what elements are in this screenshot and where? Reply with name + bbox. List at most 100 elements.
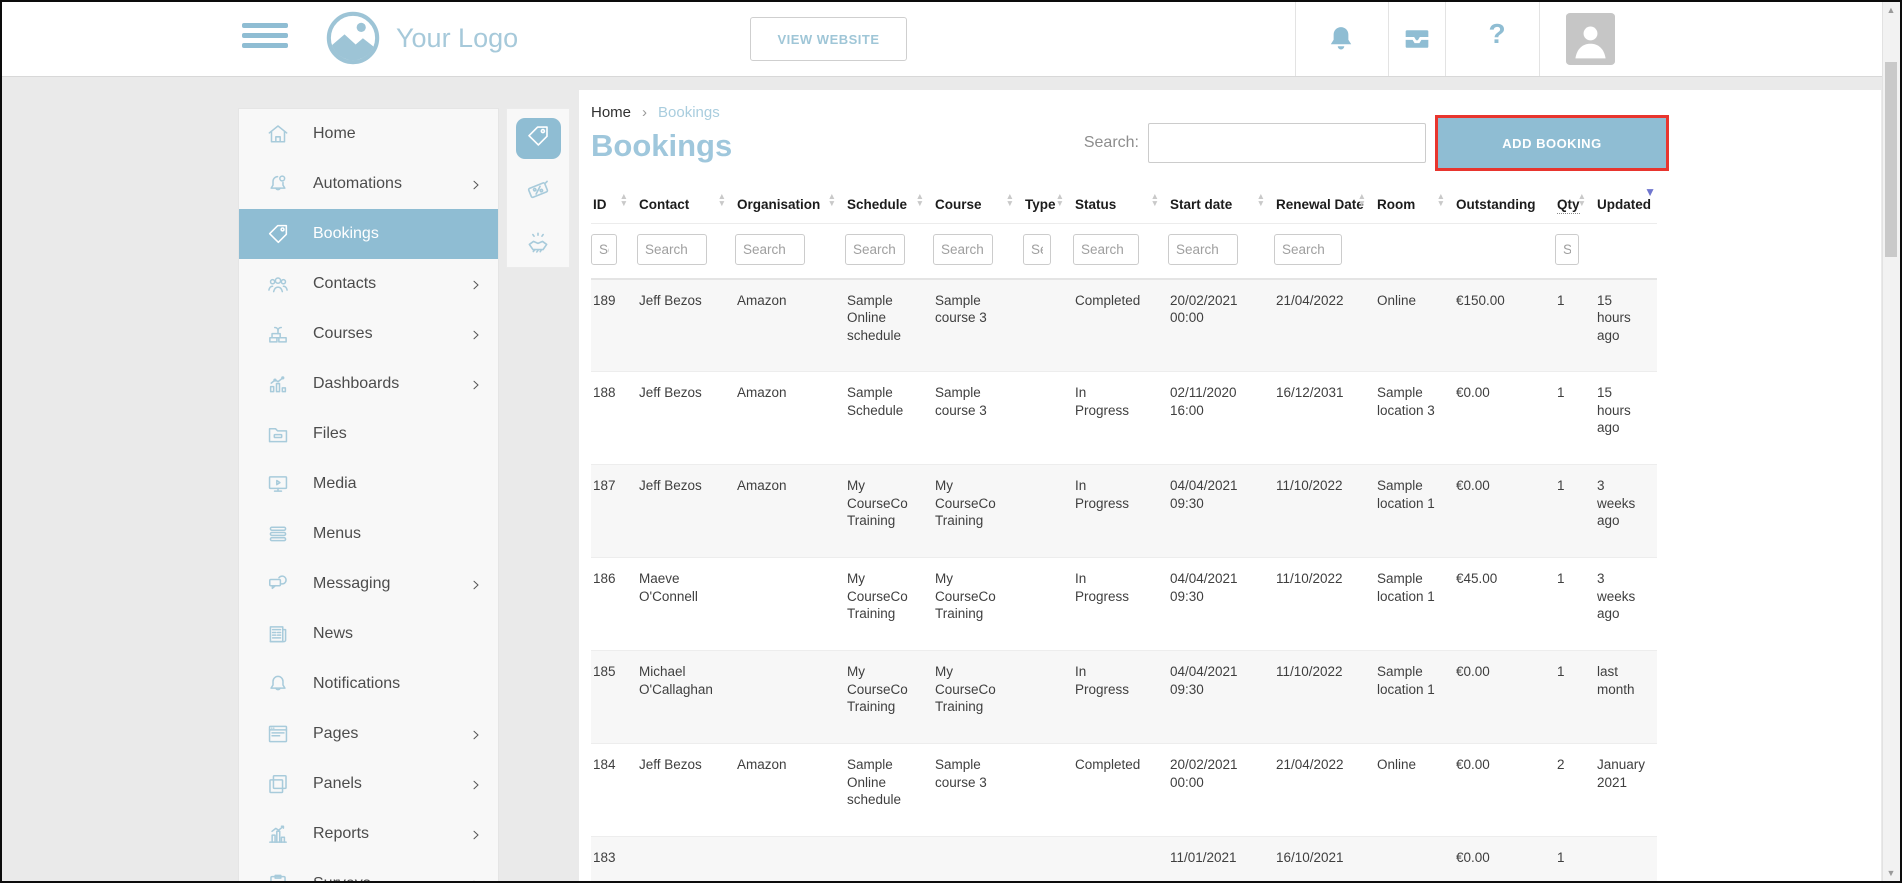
bell-icon <box>265 671 291 697</box>
search-input[interactable] <box>1148 123 1426 163</box>
hamburger-menu-icon[interactable] <box>242 23 288 53</box>
column-header-outstanding[interactable]: Outstanding <box>1454 193 1555 224</box>
column-header-start_date[interactable]: Start date ▲ ▼ <box>1168 192 1274 224</box>
filter-cell-outstanding <box>1454 223 1555 280</box>
notifications-bell-icon[interactable] <box>1324 22 1358 56</box>
cell-type <box>1023 465 1073 558</box>
scroll-up-icon[interactable]: ▲ <box>1886 5 1896 15</box>
mini-sidebar-item-partners[interactable] <box>516 226 561 267</box>
column-header-room[interactable]: Room ▲ ▼ <box>1375 192 1454 224</box>
cell-outstanding: €150.00 <box>1456 292 1505 308</box>
cell-outstanding: €0.00 <box>1456 757 1490 773</box>
filter-input-id[interactable] <box>591 233 617 265</box>
column-header-renewal_date[interactable]: Renewal Date ▲ ▼ <box>1274 192 1375 224</box>
table-header-row: ID ▲ ▼ Contact ▲ ▼ Organisation ▲ ▼ Schedule ▲ ▼ Cou… <box>591 186 1657 224</box>
mini-sidebar <box>506 108 570 268</box>
page-scrollbar[interactable]: ▲ ▼ <box>1882 2 1900 881</box>
view-website-button[interactable]: VIEW WEBSITE <box>750 17 907 61</box>
cell-room: Sample location 3 <box>1377 385 1435 418</box>
sidebar-item-news[interactable]: News <box>239 609 498 659</box>
column-header-schedule[interactable]: Schedule ▲ ▼ <box>845 192 933 224</box>
filter-input-contact[interactable] <box>637 233 707 265</box>
table-filter-row <box>591 223 1657 280</box>
table-row[interactable]: 183 11/01/2021 16/10/2021 €0.00 1 <box>591 836 1657 881</box>
sidebar-item-panels[interactable]: Panels <box>239 759 498 809</box>
sidebar-item-label: Messaging <box>313 575 391 592</box>
breadcrumb-bookings[interactable]: Bookings <box>658 104 720 121</box>
sidebar-item-contacts[interactable]: Contacts <box>239 259 498 309</box>
sidebar-item-reports[interactable]: Reports <box>239 809 498 859</box>
sidebar-item-pages[interactable]: Pages <box>239 709 498 759</box>
filter-input-qty[interactable] <box>1555 233 1579 265</box>
logo-text: Your Logo <box>396 22 519 53</box>
help-icon[interactable]: ? <box>1488 18 1506 49</box>
cell-contact: Michael O'Callaghan <box>639 664 713 697</box>
column-label: Renewal Date <box>1276 197 1364 212</box>
cell-schedule: My CourseCo Training <box>847 571 908 622</box>
table-row[interactable]: 188 Jeff Bezos Amazon Sample Schedule Sample… <box>591 372 1657 465</box>
sidebar-item-bookings[interactable]: Bookings <box>239 209 498 259</box>
filter-input-schedule[interactable] <box>845 233 905 265</box>
filter-input-type[interactable] <box>1023 233 1051 265</box>
sidebar-item-label: Bookings <box>313 225 379 242</box>
column-header-qty[interactable]: Qty ▲ ▼ <box>1555 192 1595 224</box>
table-row[interactable]: 185 Michael O'Callaghan My CourseCo Traini… <box>591 650 1657 744</box>
report-icon <box>265 821 291 847</box>
header-divider <box>1539 2 1540 76</box>
sidebar-item-notifications[interactable]: Notifications <box>239 659 498 709</box>
column-label: Room <box>1377 197 1416 212</box>
breadcrumb-separator: › <box>642 104 648 121</box>
avatar[interactable] <box>1566 13 1615 65</box>
column-header-id[interactable]: ID ▲ ▼ <box>591 192 637 224</box>
sidebar-item-messaging[interactable]: Messaging <box>239 559 498 609</box>
mini-sidebar-item-bookings[interactable] <box>515 118 561 159</box>
filter-input-renewal_date[interactable] <box>1274 233 1342 265</box>
cell-schedule <box>845 837 933 881</box>
scroll-thumb[interactable] <box>1885 62 1897 257</box>
column-header-status[interactable]: Status ▲ ▼ <box>1073 192 1168 224</box>
table-row[interactable]: 187 Jeff Bezos Amazon My CourseCo Training M… <box>591 464 1657 558</box>
sidebar-item-menus[interactable]: Menus <box>239 509 498 559</box>
inbox-icon[interactable] <box>1400 22 1434 56</box>
column-label: Course <box>935 197 982 212</box>
cell-room: Online <box>1377 757 1417 773</box>
table-row[interactable]: 189 Jeff Bezos Amazon Sample Online schedul… <box>591 278 1657 372</box>
add-booking-button[interactable]: ADD BOOKING <box>1438 118 1666 168</box>
filter-input-organisation[interactable] <box>735 233 805 265</box>
column-header-course[interactable]: Course ▲ ▼ <box>933 192 1023 224</box>
cell-status: Completed <box>1075 292 1141 308</box>
folder-icon <box>265 421 291 447</box>
filter-input-course[interactable] <box>933 233 993 265</box>
cell-contact: Jeff Bezos <box>639 385 702 401</box>
logo[interactable]: Your Logo <box>324 9 518 67</box>
column-label: Type <box>1025 197 1056 212</box>
mini-sidebar-item-discounts[interactable] <box>516 172 561 213</box>
column-header-contact[interactable]: Contact ▲ ▼ <box>637 192 735 224</box>
search-group: Search: ADD BOOKING <box>1084 115 1669 171</box>
filter-input-start_date[interactable] <box>1168 233 1238 265</box>
breadcrumb-home[interactable]: Home <box>591 104 632 121</box>
column-header-organisation[interactable]: Organisation ▲ ▼ <box>735 192 845 224</box>
cell-qty: 1 <box>1557 385 1565 401</box>
cell-start_date: 04/04/2021 09:30 <box>1170 571 1238 604</box>
sidebar-item-surveys[interactable]: Surveys <box>239 859 498 881</box>
filter-cell-id <box>591 223 637 280</box>
cell-schedule: My CourseCo Training <box>847 664 908 715</box>
column-header-type[interactable]: Type ▲ ▼ <box>1023 192 1073 224</box>
sidebar-item-home[interactable]: Home <box>239 109 498 159</box>
filter-input-status[interactable] <box>1073 233 1139 265</box>
table-row[interactable]: 186 Maeve O'Connell My CourseCo Training My… <box>591 558 1657 651</box>
sidebar-item-media[interactable]: Media <box>239 459 498 509</box>
cell-outstanding: €0.00 <box>1456 385 1490 401</box>
sidebar-item-files[interactable]: Files <box>239 409 498 459</box>
sidebar-item-dashboards[interactable]: Dashboards <box>239 359 498 409</box>
column-header-updated[interactable]: Updated ▼ <box>1595 186 1657 224</box>
sort-desc-icon: ▼ <box>1644 184 1656 199</box>
table-row[interactable]: 184 Jeff Bezos Amazon Sample Online schedul… <box>591 744 1657 837</box>
chevron-right-icon <box>470 178 482 190</box>
scroll-down-icon[interactable]: ▼ <box>1886 868 1896 878</box>
sidebar-item-automations[interactable]: Automations <box>239 159 498 209</box>
sidebar-item-courses[interactable]: Courses <box>239 309 498 359</box>
cell-type <box>1023 372 1073 465</box>
cell-status <box>1073 837 1168 881</box>
